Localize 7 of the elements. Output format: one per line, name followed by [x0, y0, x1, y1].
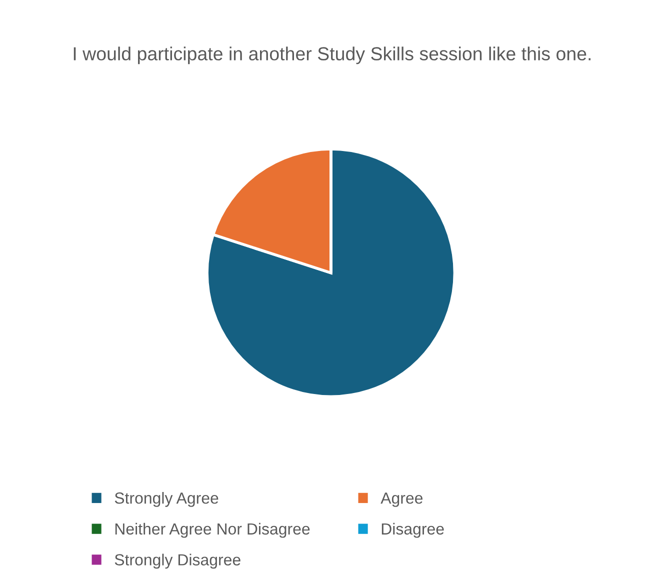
legend-label: Disagree	[382, 522, 444, 538]
legend-label: Strongly Disagree	[114, 554, 240, 569]
legend-label: Neither Agree Nor Disagree	[115, 522, 310, 538]
pie-slice	[206, 148, 456, 398]
chart-title: I would participate in another Study Skills session like this one.	[74, 46, 591, 64]
legend-label: Strongly Agree	[114, 492, 218, 507]
legend-label: Agree	[380, 492, 423, 507]
